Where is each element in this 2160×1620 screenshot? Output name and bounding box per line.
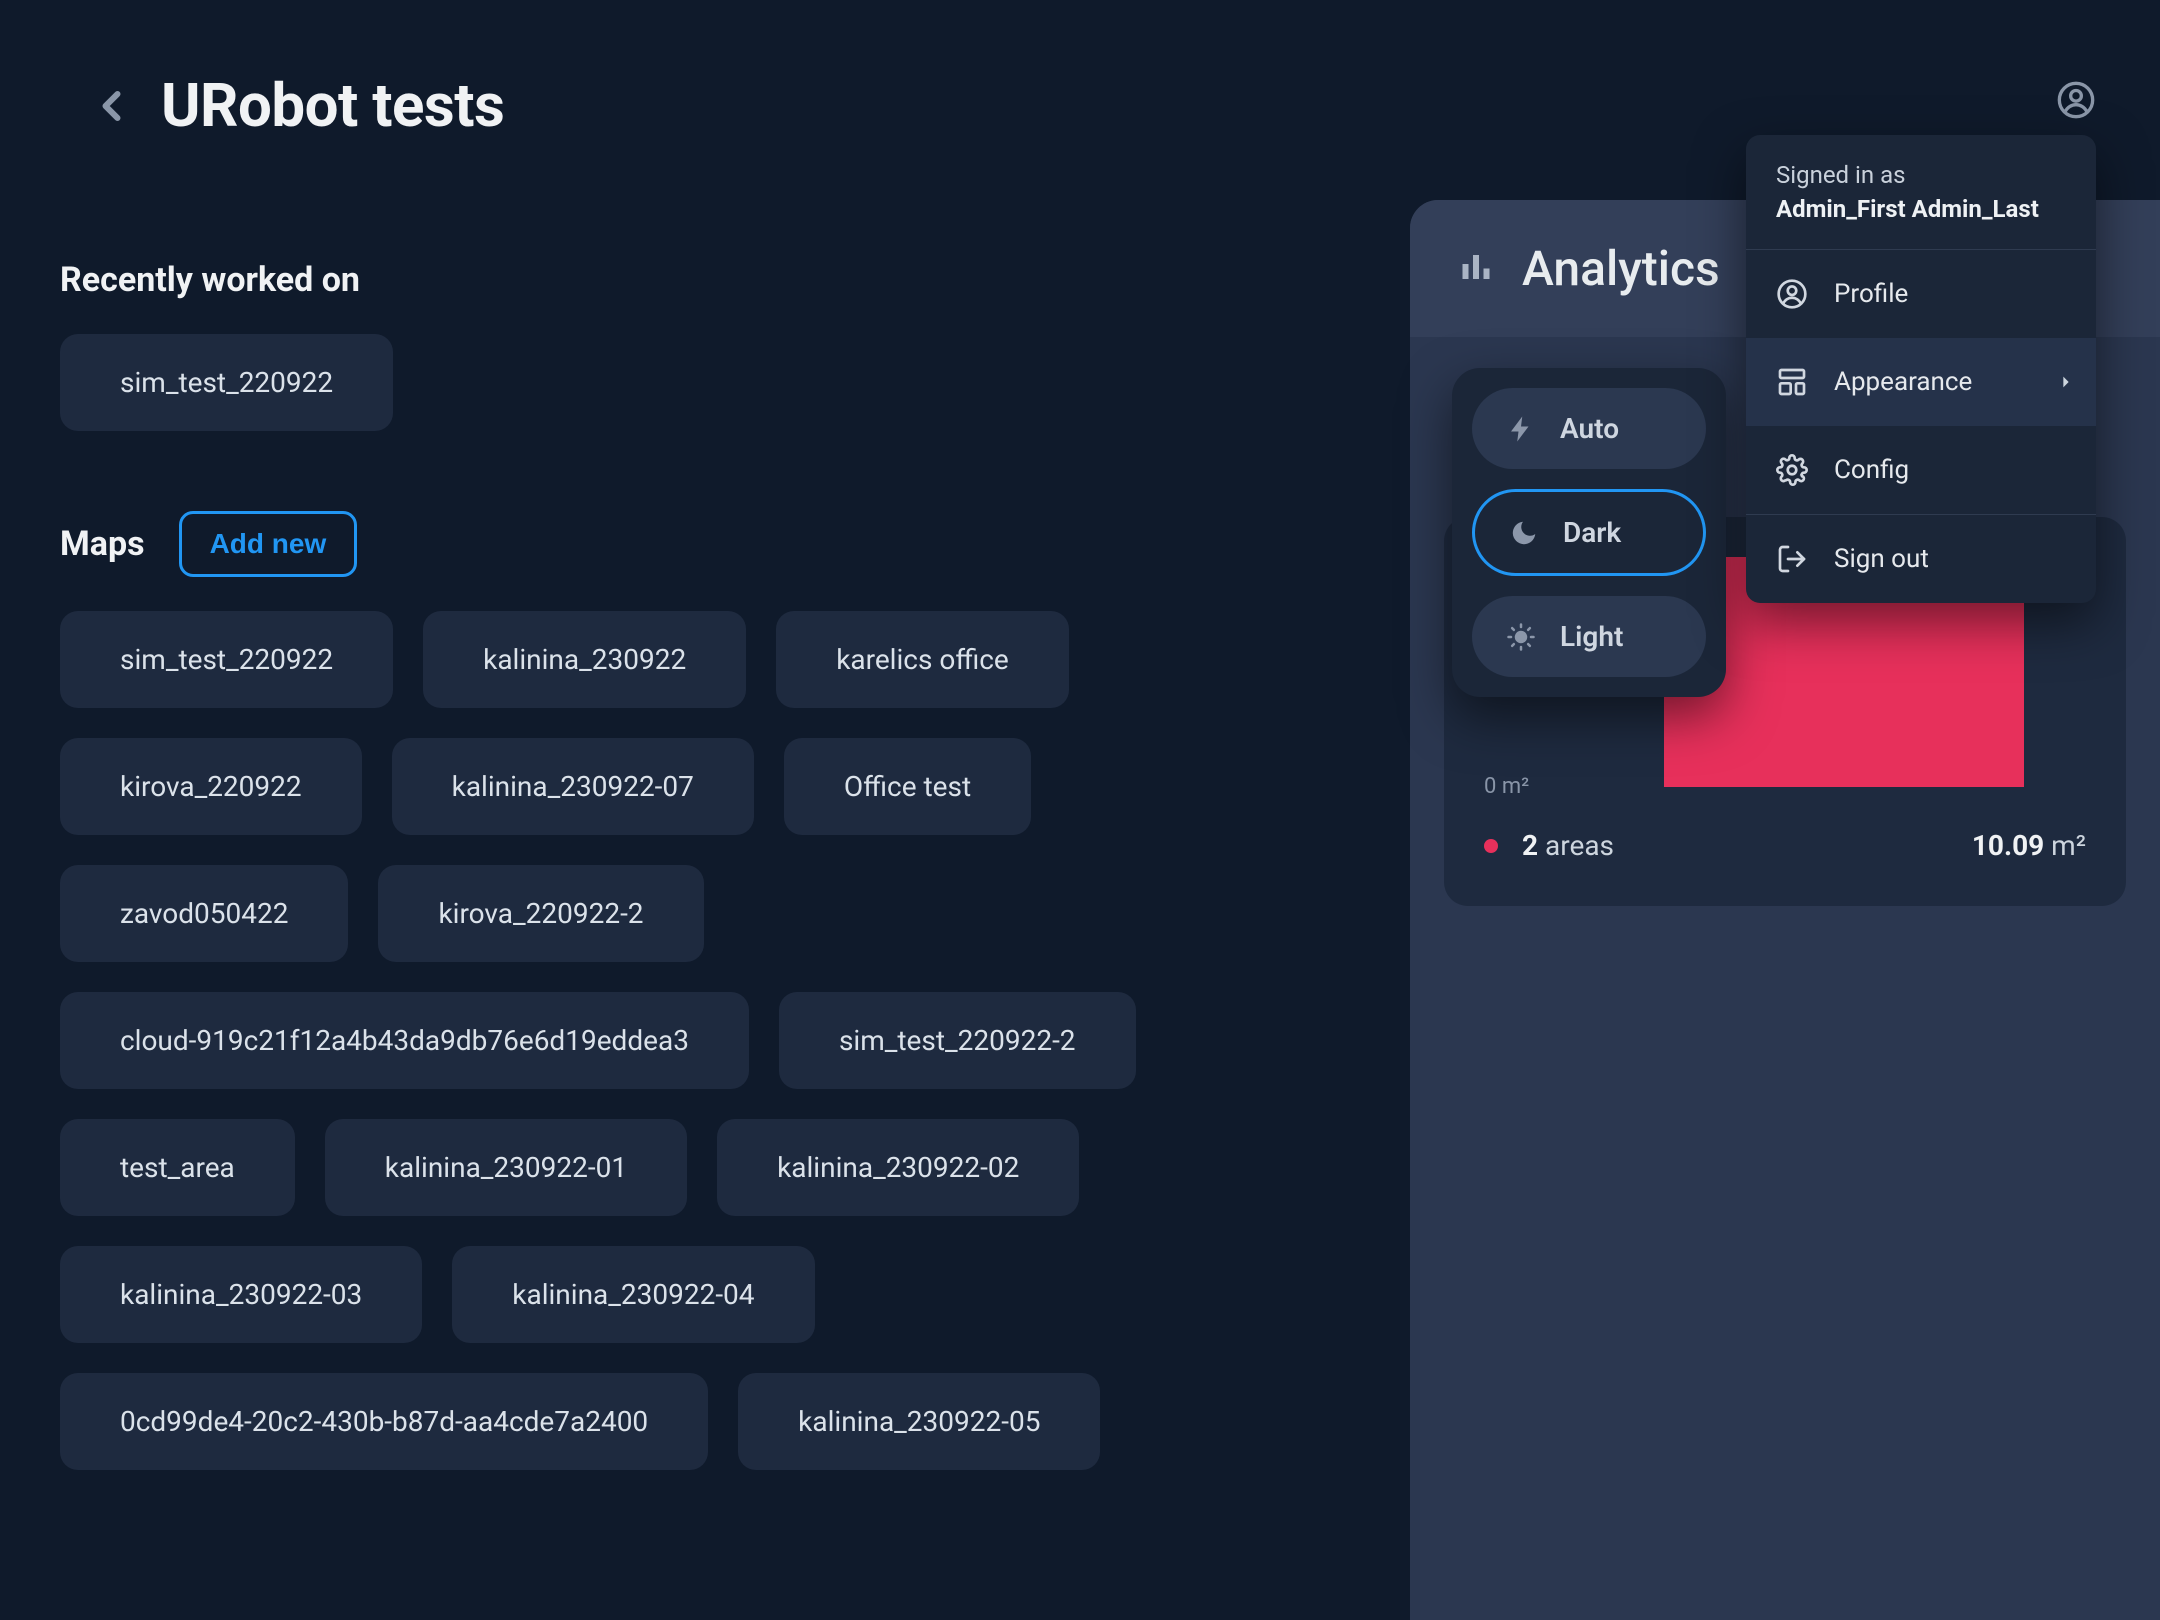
theme-option-dark[interactable]: Dark [1472, 489, 1706, 576]
legend-right: 10.09 m² [1972, 829, 2086, 862]
sign-out-icon [1776, 543, 1808, 575]
menu-item-profile[interactable]: Profile [1746, 250, 2096, 338]
legend-unit: m² [2044, 829, 2086, 862]
map-chip[interactable]: kalinina_230922-07 [392, 738, 754, 835]
signed-in-name: Admin_First Admin_Last [1776, 195, 2066, 223]
menu-item-config[interactable]: Config [1746, 426, 2096, 514]
sun-icon [1506, 622, 1536, 652]
menu-item-appearance[interactable]: Appearance [1746, 338, 2096, 426]
legend-dot-icon [1484, 839, 1498, 853]
menu-item-sign-out[interactable]: Sign out [1746, 515, 2096, 603]
map-chip[interactable]: 0cd99de4-20c2-430b-b87d-aa4cde7a2400 [60, 1373, 708, 1470]
theme-option-label: Auto [1560, 412, 1619, 445]
user-menu-header: Signed in as Admin_First Admin_Last [1746, 135, 2096, 249]
recent-section-title: Recently worked on [60, 260, 1320, 300]
signed-in-label: Signed in as [1776, 161, 2066, 189]
map-chip[interactable]: kalinina_230922-04 [452, 1246, 814, 1343]
user-circle-icon [1776, 278, 1808, 310]
theme-option-label: Light [1560, 620, 1623, 653]
map-chip[interactable]: karelics office [776, 611, 1069, 708]
appearance-submenu: Auto Dark Light [1452, 368, 1726, 697]
layout-icon [1776, 366, 1808, 398]
back-button[interactable] [95, 78, 131, 134]
menu-item-label: Sign out [1834, 544, 1929, 574]
theme-option-label: Dark [1563, 516, 1621, 549]
map-chip[interactable]: kirova_220922-2 [378, 865, 703, 962]
legend-left: 2 areas [1484, 829, 1614, 862]
chevron-right-icon [2058, 367, 2074, 397]
map-chip[interactable]: Office test [784, 738, 1031, 835]
menu-item-label: Config [1834, 455, 1909, 485]
legend-count-suffix: areas [1538, 829, 1614, 862]
theme-option-auto[interactable]: Auto [1472, 388, 1706, 469]
map-chip[interactable]: kalinina_230922-01 [325, 1119, 687, 1216]
y-axis-bottom-label: 0 m² [1484, 774, 1529, 799]
gear-icon [1776, 454, 1808, 486]
theme-option-light[interactable]: Light [1472, 596, 1706, 677]
map-chip[interactable]: test_area [60, 1119, 295, 1216]
add-new-button[interactable]: Add new [179, 511, 358, 577]
maps-section-title: Maps [60, 524, 145, 564]
user-avatar-button[interactable] [2056, 80, 2096, 124]
moon-icon [1509, 518, 1539, 548]
map-chip[interactable]: sim_test_220922-2 [779, 992, 1136, 1089]
page-title: URobot tests [161, 70, 504, 141]
chevron-left-icon [95, 78, 131, 134]
map-chip[interactable]: zavod050422 [60, 865, 348, 962]
bar-chart-icon [1458, 249, 1494, 289]
map-chip[interactable]: sim_test_220922 [60, 611, 393, 708]
user-circle-icon [2056, 80, 2096, 120]
map-chip[interactable]: kalinina_230922-02 [717, 1119, 1079, 1216]
menu-item-label: Profile [1834, 279, 1908, 309]
legend-count: 2 [1522, 829, 1538, 862]
map-chip[interactable]: cloud-919c21f12a4b43da9db76e6d19eddea3 [60, 992, 749, 1089]
user-menu: Signed in as Admin_First Admin_Last Prof… [1746, 135, 2096, 603]
menu-item-label: Appearance [1834, 367, 1972, 397]
recent-chip[interactable]: sim_test_220922 [60, 334, 393, 431]
analytics-title: Analytics [1522, 240, 1720, 297]
map-chip[interactable]: kalinina_230922-05 [738, 1373, 1100, 1470]
bolt-icon [1506, 414, 1536, 444]
map-chip[interactable]: kalinina_230922 [423, 611, 746, 708]
legend-value: 10.09 [1972, 829, 2044, 862]
map-chip[interactable]: kirova_220922 [60, 738, 362, 835]
map-chip[interactable]: kalinina_230922-03 [60, 1246, 422, 1343]
